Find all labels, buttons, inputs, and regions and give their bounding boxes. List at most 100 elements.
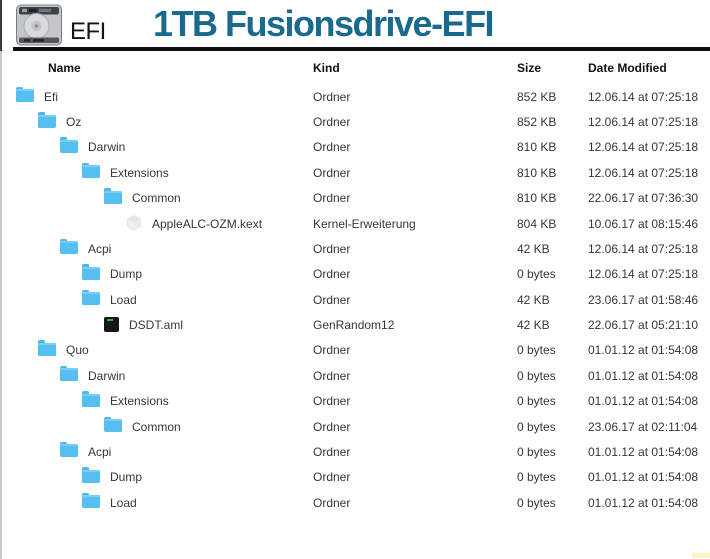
file-kind: Ordner [313, 368, 351, 383]
column-header-name[interactable]: Name [48, 61, 81, 75]
file-date-modified: 12.06.14 at 07:25:18 [588, 115, 699, 130]
file-date-modified: 01.01.12 at 01:54:08 [588, 495, 699, 510]
folder-icon [38, 340, 56, 356]
folder-icon [82, 391, 100, 407]
folder-icon [82, 289, 100, 306]
file-date-modified: 12.06.14 at 07:25:18 [588, 165, 699, 180]
file-date-modified: 01.01.12 at 01:54:08 [588, 368, 699, 383]
table-row[interactable]: Quo Ordner 0 bytes 01.01.12 at 01:54:08 [0, 338, 710, 363]
table-row[interactable]: Dump Ordner 0 bytes 01.01.12 at 01:54:08 [0, 465, 710, 490]
file-name: Dump [110, 267, 143, 282]
file-name: Common [132, 191, 181, 206]
file-date-modified: 12.06.14 at 07:25:18 [588, 267, 699, 282]
file-name: Oz [66, 115, 82, 130]
file-kind: Ordner [313, 191, 351, 206]
folder-icon [82, 467, 100, 483]
table-row[interactable]: DSDT.aml GenRandom12 42 KB 22.06.17 at 05:2… [0, 312, 710, 337]
table-row[interactable]: Extensions Ordner 810 KB 12.06.14 at 07:25:… [0, 160, 710, 185]
file-name: Acpi [88, 241, 112, 256]
file-size: 0 bytes [517, 267, 556, 282]
file-size: 810 KB [517, 191, 557, 206]
file-size: 810 KB [517, 165, 557, 180]
column-header-date-modified[interactable]: Date Modified [588, 61, 667, 75]
folder-icon [60, 238, 78, 255]
folder-icon [60, 365, 78, 382]
file-date-modified: 01.01.12 at 01:54:08 [588, 444, 699, 459]
table-row[interactable]: Extensions Ordner 0 bytes 01.01.12 at 01:54… [0, 389, 710, 414]
folder-icon [82, 162, 100, 179]
table-row[interactable]: Dump Ordner 0 bytes 12.06.14 at 07:25:18 [0, 262, 710, 287]
header-divider [13, 47, 710, 51]
table-row[interactable]: Darwin Ordner 0 bytes 01.01.12 at 01:54:08 [0, 363, 710, 388]
file-date-modified: 12.06.14 at 07:25:18 [588, 241, 699, 256]
table-row[interactable]: Acpi Ordner 42 KB 12.06.14 at 07:25:18 [0, 236, 710, 261]
folder-icon [60, 137, 78, 153]
file-name: Load [110, 292, 137, 307]
table-row[interactable]: Load Ordner 42 KB 23.06.17 at 01:58:46 [0, 287, 710, 312]
file-kind: Ordner [313, 444, 351, 459]
highlight-marker [692, 553, 710, 558]
file-size: 852 KB [517, 89, 557, 104]
folder-icon [16, 86, 34, 103]
file-kind: Ordner [313, 165, 351, 180]
folder-icon [82, 264, 100, 280]
file-size: 810 KB [517, 140, 557, 155]
file-name: Darwin [88, 140, 126, 155]
file-kind: Ordner [313, 267, 351, 282]
file-name: Load [110, 495, 137, 510]
column-header-size[interactable]: Size [517, 61, 542, 75]
file-name: DSDT.aml [129, 318, 184, 333]
file-size: 0 bytes [517, 495, 556, 510]
table-row[interactable]: Common Ordner 0 bytes 23.06.17 at 02:11:04 [0, 414, 710, 439]
file-name: Dump [110, 470, 143, 485]
file-kind: GenRandom12 [313, 318, 395, 333]
file-date-modified: 23.06.17 at 02:11:04 [588, 419, 698, 434]
folder-icon [38, 112, 56, 128]
file-name: Quo [66, 343, 89, 358]
file-name: Acpi [88, 444, 112, 459]
volume-label: EFI [70, 18, 106, 45]
file-kind: Ordner [313, 292, 351, 307]
file-date-modified: 22.06.17 at 07:36:30 [588, 191, 699, 206]
aml-file-icon [104, 316, 119, 332]
file-size: 42 KB [517, 318, 550, 333]
page-title: 1TB Fusionsdrive-EFI [153, 3, 495, 44]
table-row[interactable]: Darwin Ordner 810 KB 12.06.14 at 07:25:18 [0, 135, 710, 160]
folder-icon [60, 441, 78, 458]
table-row[interactable]: Efi Ordner 852 KB 12.06.14 at 07:25:18 [0, 84, 710, 109]
file-size: 804 KB [517, 216, 557, 231]
file-date-modified: 12.06.14 at 07:25:18 [588, 140, 699, 155]
file-name: Efi [44, 89, 59, 104]
table-row[interactable]: Acpi Ordner 0 bytes 01.01.12 at 01:54:08 [0, 439, 710, 464]
file-kind: Ordner [313, 241, 351, 256]
file-size: 0 bytes [517, 368, 556, 383]
folder-icon [104, 188, 122, 204]
file-date-modified: 01.01.12 at 01:54:08 [588, 394, 699, 409]
file-date-modified: 01.01.12 at 01:54:08 [588, 343, 699, 358]
file-date-modified: 22.06.17 at 05:21:10 [588, 318, 699, 333]
file-kind: Kernel-Erweiterung [313, 216, 416, 231]
table-row[interactable]: Common Ordner 810 KB 22.06.17 at 07:36:30 [0, 186, 710, 211]
file-date-modified: 10.06.17 at 08:15:46 [588, 216, 699, 231]
left-edge-line-light [0, 51, 2, 559]
file-kind: Ordner [313, 343, 351, 358]
table-row[interactable]: Load Ordner 0 bytes 01.01.12 at 01:54:08 [0, 490, 710, 515]
file-date-modified: 01.01.12 at 01:54:08 [588, 470, 699, 485]
file-size: 0 bytes [517, 394, 556, 409]
file-name: Extensions [110, 394, 169, 409]
file-list: Efi Ordner 852 KB 12.06.14 at 07:25:18 Oz Ord… [0, 84, 710, 515]
table-row[interactable]: Oz Ordner 852 KB 12.06.14 at 07:25:18 [0, 109, 710, 134]
folder-icon [104, 416, 122, 433]
file-size: 42 KB [517, 292, 550, 307]
file-size: 0 bytes [517, 343, 556, 358]
table-row[interactable]: AppleALC-OZM.kext Kernel-Erweiterung 804 K… [0, 211, 710, 236]
file-date-modified: 12.06.14 at 07:25:18 [588, 89, 699, 104]
hard-drive-icon [16, 4, 62, 51]
file-size: 852 KB [517, 115, 557, 130]
file-kind: Ordner [313, 89, 351, 104]
file-name: Darwin [88, 368, 126, 383]
left-edge-line-dark [0, 0, 2, 51]
kext-icon [126, 215, 142, 232]
file-kind: Ordner [313, 470, 351, 485]
column-header-kind[interactable]: Kind [313, 61, 340, 75]
